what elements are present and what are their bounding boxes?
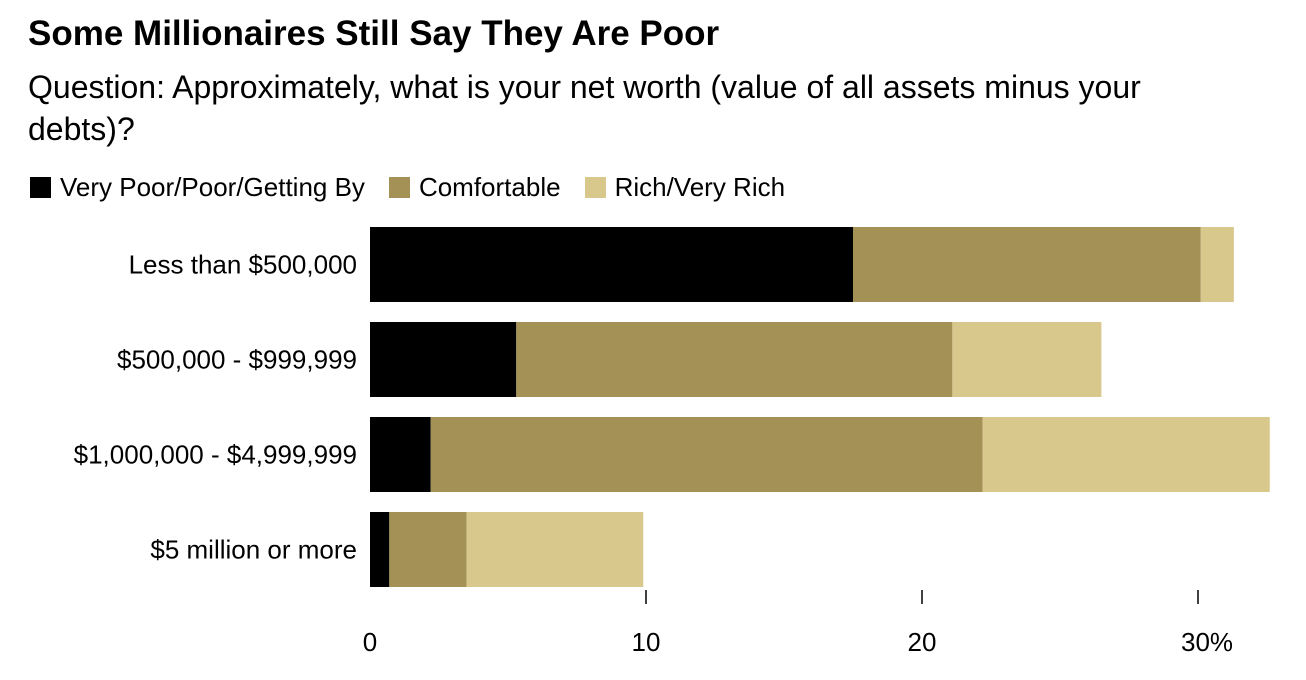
category-label-1-000-000-4-999-999: $1,000,000 - $4,999,999: [74, 440, 357, 470]
category-label-less-than-500-000: Less than $500,000: [129, 250, 357, 280]
legend-label-comfortable: Comfortable: [418, 171, 561, 202]
bar-very-poor-poor-getting-by-5-million-or-more: [370, 512, 390, 587]
x-tick-label-0: 0: [363, 627, 377, 657]
x-tick-label-20: 20: [908, 627, 937, 657]
legend-label-very-poor: Very Poor/Poor/Getting By: [60, 171, 365, 202]
bar-comfortable-less-than-500-000: [853, 227, 1201, 302]
bar-rich-very-rich-5-million-or-more: [466, 512, 644, 587]
bar-comfortable-1-000-000-4-999-999: [430, 417, 983, 492]
bar-comfortable-500-000-999-999: [516, 322, 953, 397]
legend-swatch-rich: [584, 176, 606, 198]
legend-swatch-very-poor: [30, 176, 51, 198]
bar-very-poor-poor-getting-by-500-000-999-999: [370, 322, 517, 397]
legend-label-rich: Rich/Very Rich: [614, 171, 786, 202]
category-label-5-million-or-more: $5 million or more: [150, 535, 357, 565]
legend-swatch-comfortable: [388, 176, 410, 198]
bar-comfortable-5-million-or-more: [389, 512, 467, 587]
legend-item-rich: Rich/Very Rich: [584, 171, 786, 203]
legend: Very Poor/Poor/Getting By Comfortable Ri…: [30, 170, 809, 204]
bar-rich-very-rich-500-000-999-999: [952, 322, 1102, 397]
legend-item-very-poor: Very Poor/Poor/Getting By: [30, 172, 365, 203]
bar-rich-very-rich-1-000-000-4-999-999: [982, 417, 1270, 492]
x-tick-label-10: 10: [632, 627, 661, 657]
category-label-500-000-999-999: $500,000 - $999,999: [117, 345, 357, 375]
x-tick-label-30: 30%: [1181, 627, 1233, 657]
bar-rich-very-rich-less-than-500-000: [1200, 227, 1234, 302]
legend-item-comfortable: Comfortable: [388, 171, 561, 203]
bar-very-poor-poor-getting-by-less-than-500-000: [370, 227, 853, 302]
chart-title: Some Millionaires Still Say They Are Poo…: [28, 14, 720, 53]
bar-very-poor-poor-getting-by-1-000-000-4-999-999: [370, 417, 431, 492]
chart-subtitle: Question: Approximately, what is your ne…: [28, 69, 1141, 147]
